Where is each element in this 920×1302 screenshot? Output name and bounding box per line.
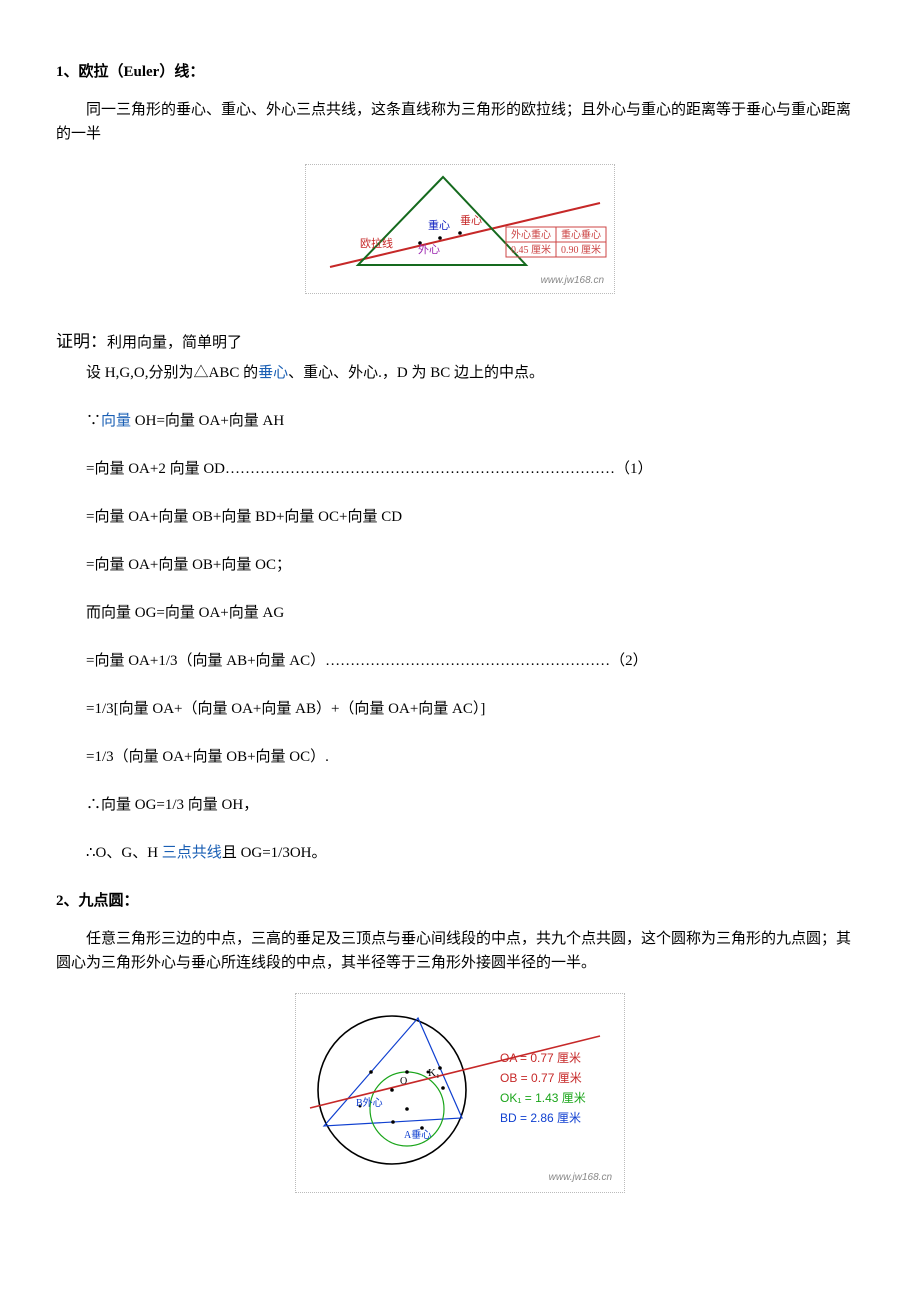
proof-l0b-b: 、重心、外心.，D 为 BC 边上的中点。 [288,365,544,381]
section1-intro: 同一三角形的垂心、重心、外心三点共线，这条直线称为三角形的欧拉线；且外心与重心的… [56,98,864,146]
svg-text:OK₁ = 1.43 厘米: OK₁ = 1.43 厘米 [500,1091,586,1105]
link-xiangliang[interactable]: 向量 [101,413,131,429]
proof-l0b: 设 H,G,O,分别为△ABC 的垂心、重心、外心.，D 为 BC 边上的中点。 [56,361,864,385]
proof-l10-a: ∴O、G、H [86,845,162,861]
proof-l1: ∵向量 OH=向量 OA+向量 AH [56,409,864,433]
svg-text:www.jw168.cn: www.jw168.cn [541,275,605,286]
proof-l8: =1/3（向量 OA+向量 OB+向量 OC）. [56,745,864,769]
proof-l1-b: OH=向量 OA+向量 AH [131,413,284,429]
proof-l10: ∴O、G、H 三点共线且 OG=1/3OH。 [56,841,864,865]
proof-l5: 而向量 OG=向量 OA+向量 AG [56,601,864,625]
svg-text:OA = 0.77 厘米: OA = 0.77 厘米 [500,1051,581,1065]
proof-l0b-a: 设 H,G,O,分别为△ABC 的 [86,365,258,381]
svg-text:O: O [400,1076,407,1087]
section1-heading: 1、欧拉（Euler）线： [56,60,864,84]
proof-block: 证明：利用向量，简单明了 [56,328,864,355]
svg-text:BD = 2.86 厘米: BD = 2.86 厘米 [500,1111,581,1125]
figure2-svg: K₁ O B外心 A垂心 OA = 0.77 厘米 OB = 0.77 厘米 OK₁ = 1… [300,998,620,1188]
proof-l3: =向量 OA+向量 OB+向量 BD+向量 OC+向量 CD [56,505,864,529]
figure2-box: K₁ O B外心 A垂心 OA = 0.77 厘米 OB = 0.77 厘米 OK₁ = 1… [295,993,625,1193]
svg-text:www.jw168.cn: www.jw168.cn [549,1172,613,1183]
svg-text:重心: 重心 [428,218,450,232]
svg-text:外心: 外心 [418,243,440,256]
proof-label: 证明： [56,332,107,351]
figure1-box: 重心垂心外心欧拉线外心重心重心垂心0.45 厘米0.90 厘米www.jw168… [305,164,615,294]
proof-l2: =向量 OA+2 向量 OD……………………………………………………………………… [56,457,864,481]
svg-text:K₁: K₁ [428,1067,440,1079]
link-chuixin[interactable]: 垂心 [258,365,288,381]
proof-l1-a: ∵ [86,413,101,429]
svg-text:欧拉线: 欧拉线 [360,236,393,250]
proof-l6: =向量 OA+1/3（向量 AB+向量 AC）……………………………………………… [56,649,864,673]
figure1-svg: 重心垂心外心欧拉线外心重心重心垂心0.45 厘米0.90 厘米www.jw168… [310,169,610,289]
proof-l9: ∴向量 OG=1/3 向量 OH， [56,793,864,817]
link-sandian[interactable]: 三点共线 [162,845,222,861]
proof-l4: =向量 OA+向量 OB+向量 OC； [56,553,864,577]
svg-text:B外心: B外心 [356,1097,383,1109]
svg-text:A垂心: A垂心 [404,1129,431,1141]
svg-text:0.90 厘米: 0.90 厘米 [561,243,601,256]
proof-l7: =1/3[向量 OA+（向量 OA+向量 AB）+（向量 OA+向量 AC）] [56,697,864,721]
svg-text:外心重心: 外心重心 [511,228,551,241]
section2-intro: 任意三角形三边的中点，三高的垂足及三顶点与垂心间线段的中点，共九个点共圆，这个圆… [56,927,864,975]
figure1-wrap: 重心垂心外心欧拉线外心重心重心垂心0.45 厘米0.90 厘米www.jw168… [56,164,864,302]
figure2-wrap: K₁ O B外心 A垂心 OA = 0.77 厘米 OB = 0.77 厘米 OK₁ = 1… [56,993,864,1201]
svg-text:重心垂心: 重心垂心 [561,228,601,241]
svg-text:垂心: 垂心 [460,214,482,227]
svg-text:OB = 0.77 厘米: OB = 0.77 厘米 [500,1071,582,1085]
svg-text:0.45 厘米: 0.45 厘米 [511,243,551,256]
proof-l0a: 利用向量，简单明了 [107,335,242,351]
proof-l10-b: 且 OG=1/3OH。 [222,845,327,861]
section2-heading: 2、九点圆： [56,889,864,913]
